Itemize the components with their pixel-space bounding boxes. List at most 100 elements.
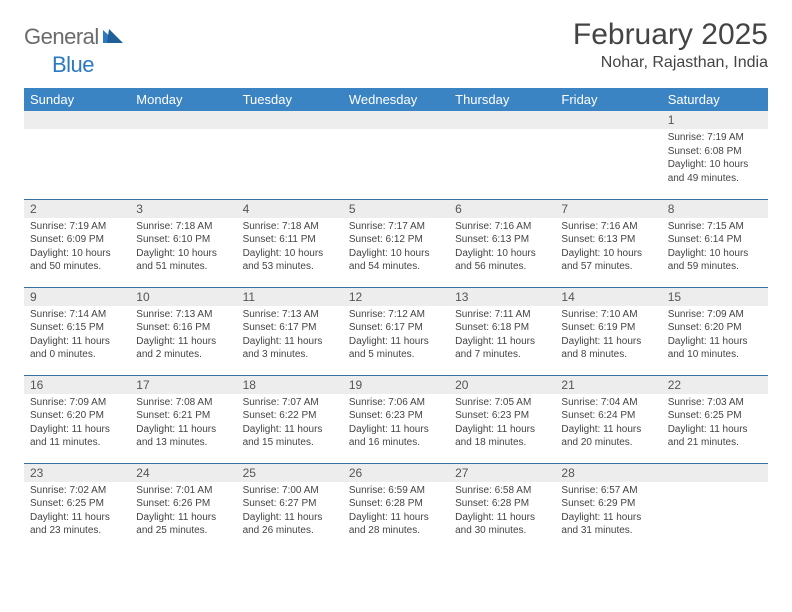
day-cell: 15Sunrise: 7:09 AMSunset: 6:20 PMDayligh… (662, 287, 768, 375)
day-details: Sunrise: 7:11 AMSunset: 6:18 PMDaylight:… (449, 306, 555, 366)
day-number: 15 (662, 288, 768, 306)
day-details: Sunrise: 7:10 AMSunset: 6:19 PMDaylight:… (555, 306, 661, 366)
day-header: Thursday (449, 88, 555, 111)
week-row: 16Sunrise: 7:09 AMSunset: 6:20 PMDayligh… (24, 375, 768, 463)
day-number: 11 (237, 288, 343, 306)
brand-logo: General (24, 24, 127, 50)
day-number: 14 (555, 288, 661, 306)
day-details: Sunrise: 7:18 AMSunset: 6:11 PMDaylight:… (237, 218, 343, 278)
day-details: Sunrise: 7:14 AMSunset: 6:15 PMDaylight:… (24, 306, 130, 366)
day-header-row: SundayMondayTuesdayWednesdayThursdayFrid… (24, 88, 768, 111)
day-details: Sunrise: 6:58 AMSunset: 6:28 PMDaylight:… (449, 482, 555, 542)
month-title: February 2025 (573, 18, 768, 52)
day-number: 18 (237, 376, 343, 394)
day-details: Sunrise: 7:17 AMSunset: 6:12 PMDaylight:… (343, 218, 449, 278)
week-row: 2Sunrise: 7:19 AMSunset: 6:09 PMDaylight… (24, 199, 768, 287)
day-cell: 27Sunrise: 6:58 AMSunset: 6:28 PMDayligh… (449, 463, 555, 551)
day-header: Saturday (662, 88, 768, 111)
day-details: Sunrise: 7:16 AMSunset: 6:13 PMDaylight:… (449, 218, 555, 278)
day-cell: 4Sunrise: 7:18 AMSunset: 6:11 PMDaylight… (237, 199, 343, 287)
day-number: 3 (130, 200, 236, 218)
day-details: Sunrise: 7:05 AMSunset: 6:23 PMDaylight:… (449, 394, 555, 454)
day-cell: 21Sunrise: 7:04 AMSunset: 6:24 PMDayligh… (555, 375, 661, 463)
day-number: 8 (662, 200, 768, 218)
empty-day (662, 464, 768, 482)
day-cell (343, 111, 449, 199)
empty-day (449, 111, 555, 129)
day-cell: 13Sunrise: 7:11 AMSunset: 6:18 PMDayligh… (449, 287, 555, 375)
day-cell: 28Sunrise: 6:57 AMSunset: 6:29 PMDayligh… (555, 463, 661, 551)
day-number: 17 (130, 376, 236, 394)
day-number: 26 (343, 464, 449, 482)
day-number: 22 (662, 376, 768, 394)
day-number: 16 (24, 376, 130, 394)
day-cell: 11Sunrise: 7:13 AMSunset: 6:17 PMDayligh… (237, 287, 343, 375)
day-number: 1 (662, 111, 768, 129)
day-number: 5 (343, 200, 449, 218)
day-cell: 14Sunrise: 7:10 AMSunset: 6:19 PMDayligh… (555, 287, 661, 375)
brand-name-2: Blue (52, 52, 94, 78)
day-cell: 20Sunrise: 7:05 AMSunset: 6:23 PMDayligh… (449, 375, 555, 463)
empty-day (130, 111, 236, 129)
day-number: 4 (237, 200, 343, 218)
empty-day (237, 111, 343, 129)
day-number: 10 (130, 288, 236, 306)
day-header: Sunday (24, 88, 130, 111)
day-number: 27 (449, 464, 555, 482)
brand-triangle-icon (103, 27, 125, 48)
day-cell (24, 111, 130, 199)
day-number: 19 (343, 376, 449, 394)
day-cell: 16Sunrise: 7:09 AMSunset: 6:20 PMDayligh… (24, 375, 130, 463)
day-cell: 26Sunrise: 6:59 AMSunset: 6:28 PMDayligh… (343, 463, 449, 551)
day-details: Sunrise: 7:08 AMSunset: 6:21 PMDaylight:… (130, 394, 236, 454)
day-cell: 7Sunrise: 7:16 AMSunset: 6:13 PMDaylight… (555, 199, 661, 287)
day-number: 2 (24, 200, 130, 218)
day-number: 25 (237, 464, 343, 482)
week-row: 1Sunrise: 7:19 AMSunset: 6:08 PMDaylight… (24, 111, 768, 199)
day-cell (130, 111, 236, 199)
day-details: Sunrise: 7:12 AMSunset: 6:17 PMDaylight:… (343, 306, 449, 366)
day-details: Sunrise: 7:15 AMSunset: 6:14 PMDaylight:… (662, 218, 768, 278)
day-number: 28 (555, 464, 661, 482)
day-cell: 17Sunrise: 7:08 AMSunset: 6:21 PMDayligh… (130, 375, 236, 463)
day-number: 12 (343, 288, 449, 306)
day-cell: 25Sunrise: 7:00 AMSunset: 6:27 PMDayligh… (237, 463, 343, 551)
day-details: Sunrise: 7:09 AMSunset: 6:20 PMDaylight:… (24, 394, 130, 454)
day-header: Wednesday (343, 88, 449, 111)
day-details: Sunrise: 7:19 AMSunset: 6:08 PMDaylight:… (662, 129, 768, 189)
day-cell: 19Sunrise: 7:06 AMSunset: 6:23 PMDayligh… (343, 375, 449, 463)
day-cell: 1Sunrise: 7:19 AMSunset: 6:08 PMDaylight… (662, 111, 768, 199)
calendar-table: SundayMondayTuesdayWednesdayThursdayFrid… (24, 88, 768, 551)
day-cell: 2Sunrise: 7:19 AMSunset: 6:09 PMDaylight… (24, 199, 130, 287)
day-cell: 22Sunrise: 7:03 AMSunset: 6:25 PMDayligh… (662, 375, 768, 463)
day-cell: 9Sunrise: 7:14 AMSunset: 6:15 PMDaylight… (24, 287, 130, 375)
day-header: Tuesday (237, 88, 343, 111)
day-number: 20 (449, 376, 555, 394)
day-details: Sunrise: 7:13 AMSunset: 6:17 PMDaylight:… (237, 306, 343, 366)
brand-name-1: General (24, 24, 99, 50)
day-details: Sunrise: 7:09 AMSunset: 6:20 PMDaylight:… (662, 306, 768, 366)
day-details: Sunrise: 7:03 AMSunset: 6:25 PMDaylight:… (662, 394, 768, 454)
day-details: Sunrise: 7:18 AMSunset: 6:10 PMDaylight:… (130, 218, 236, 278)
day-details: Sunrise: 7:02 AMSunset: 6:25 PMDaylight:… (24, 482, 130, 542)
day-details: Sunrise: 6:57 AMSunset: 6:29 PMDaylight:… (555, 482, 661, 542)
day-cell (449, 111, 555, 199)
day-number: 7 (555, 200, 661, 218)
day-details: Sunrise: 7:04 AMSunset: 6:24 PMDaylight:… (555, 394, 661, 454)
day-number: 24 (130, 464, 236, 482)
day-cell (662, 463, 768, 551)
day-number: 13 (449, 288, 555, 306)
day-details: Sunrise: 7:19 AMSunset: 6:09 PMDaylight:… (24, 218, 130, 278)
title-block: February 2025 Nohar, Rajasthan, India (573, 18, 768, 72)
day-cell: 10Sunrise: 7:13 AMSunset: 6:16 PMDayligh… (130, 287, 236, 375)
week-row: 23Sunrise: 7:02 AMSunset: 6:25 PMDayligh… (24, 463, 768, 551)
day-cell (555, 111, 661, 199)
empty-day (343, 111, 449, 129)
day-details: Sunrise: 6:59 AMSunset: 6:28 PMDaylight:… (343, 482, 449, 542)
empty-day (24, 111, 130, 129)
day-number: 6 (449, 200, 555, 218)
day-cell: 23Sunrise: 7:02 AMSunset: 6:25 PMDayligh… (24, 463, 130, 551)
day-header: Friday (555, 88, 661, 111)
empty-day (555, 111, 661, 129)
day-cell: 18Sunrise: 7:07 AMSunset: 6:22 PMDayligh… (237, 375, 343, 463)
